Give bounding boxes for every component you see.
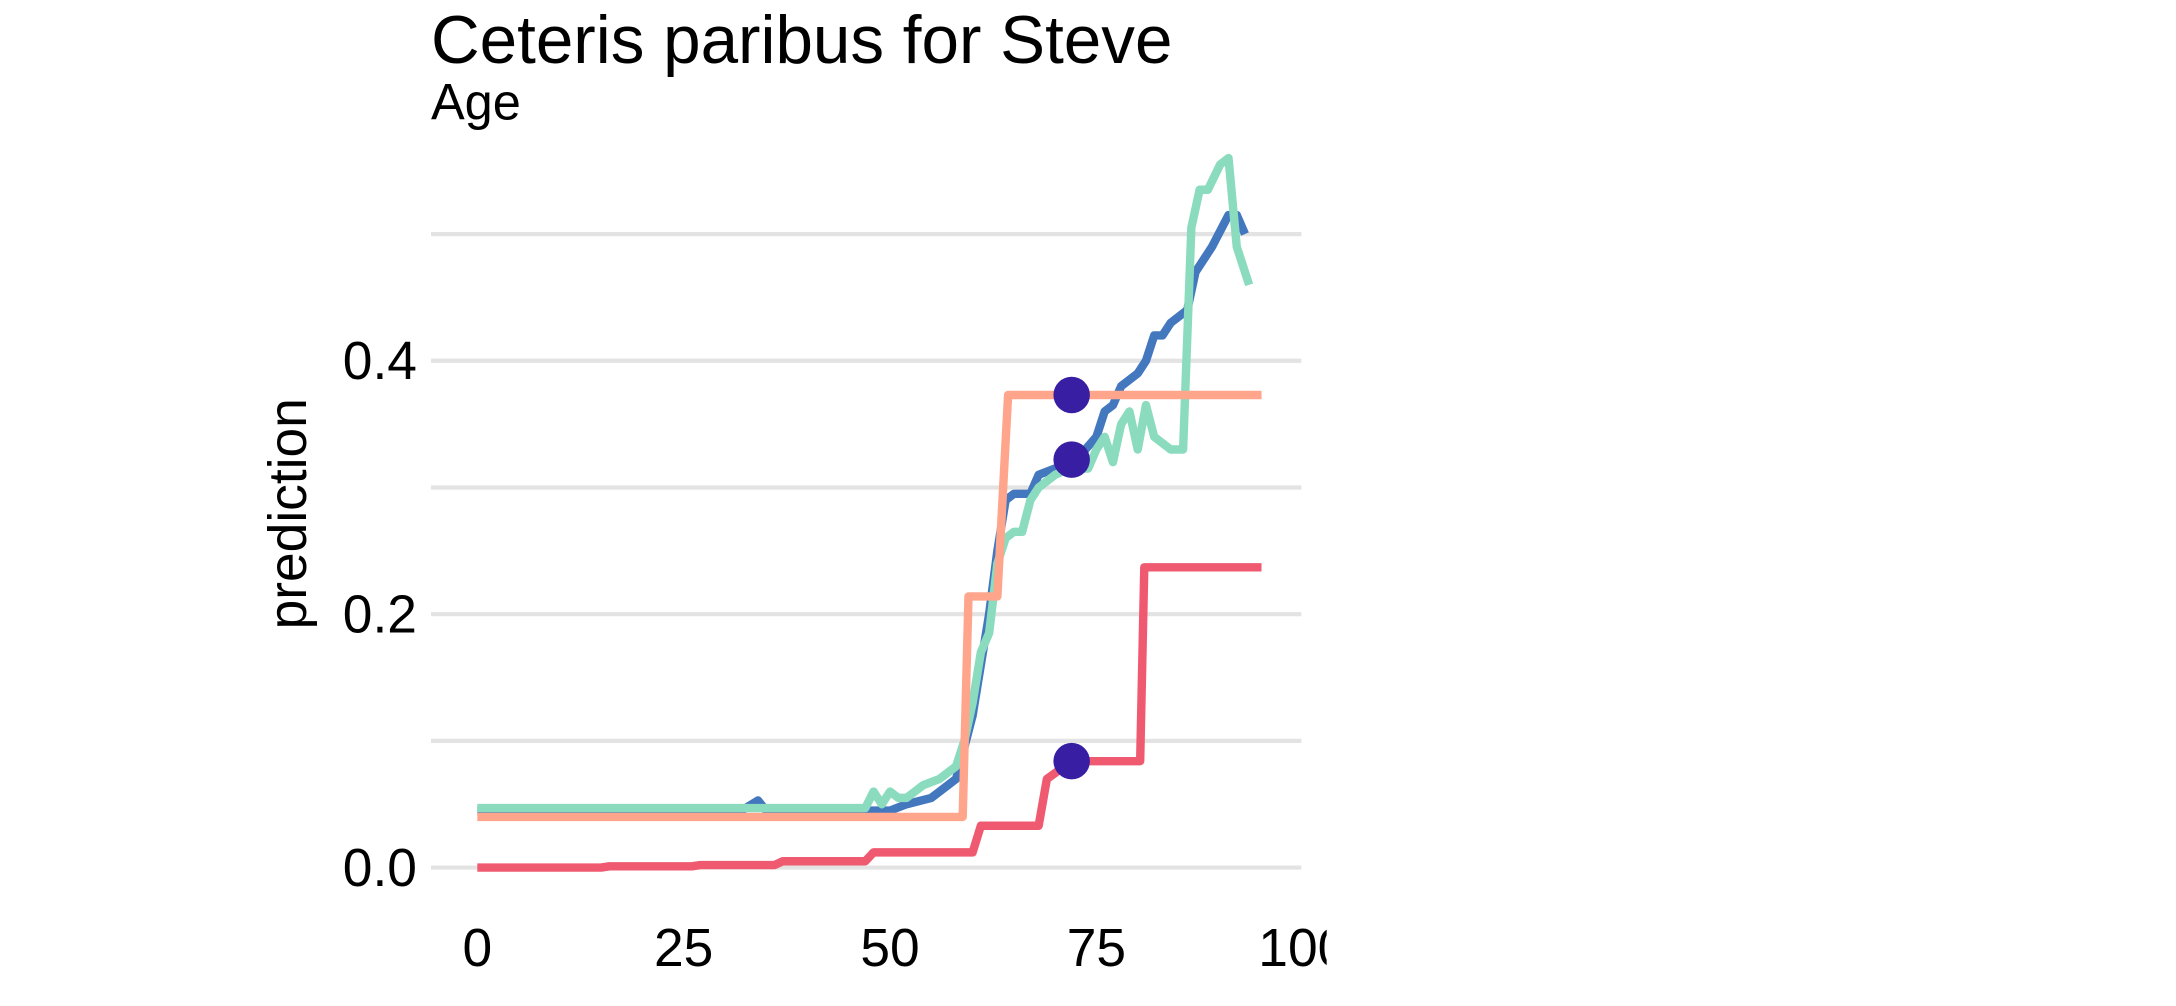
chart-subtitle: Age (431, 73, 521, 130)
series-line (477, 210, 1249, 815)
series-line (477, 390, 1262, 822)
x-tick-label: 100 (1258, 919, 1347, 978)
chart-title: Ceteris paribus for Steve (431, 3, 1172, 78)
observation-point (1053, 376, 1090, 414)
observation-point (1053, 742, 1090, 780)
x-tick-label: 75 (1067, 919, 1126, 978)
series-line (477, 563, 1262, 872)
plot-area: 0 25 50 75 100 (462, 153, 1347, 978)
x-tick-label: 0 (462, 919, 492, 978)
y-tick-label: 0.2 (343, 585, 417, 644)
observation-point (1053, 441, 1090, 478)
y-tick-label: 0.0 (343, 839, 417, 898)
y-tick-label: 0.4 (343, 332, 417, 391)
x-tick-label: 50 (860, 919, 919, 978)
x-tick-label: 25 (654, 919, 713, 978)
series-line (477, 153, 1254, 813)
y-axis-label: prediction (259, 398, 318, 629)
